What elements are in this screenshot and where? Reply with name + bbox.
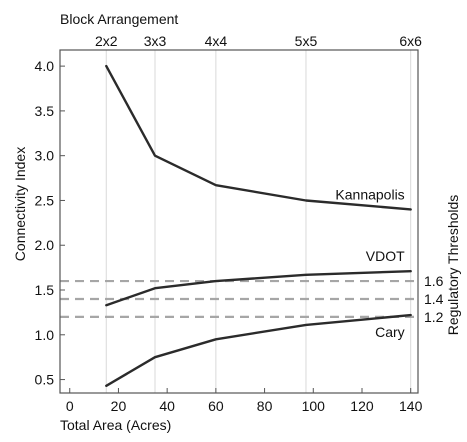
top-axis-title: Block Arrangement	[60, 11, 178, 27]
labels: 1.6 1.4 1.2 Kannapolis VDOT Cary	[335, 186, 443, 340]
series-lines	[105, 64, 412, 387]
x-tick-label: 140	[399, 398, 423, 414]
y-tick-label: 2.5	[35, 192, 55, 208]
y-tick-label: 2.0	[35, 237, 55, 253]
right-axis-title: Regulatory Thresholds	[445, 195, 461, 336]
series-line-cary	[105, 313, 412, 387]
x-tick-label: 100	[302, 398, 326, 414]
threshold-label-1.4: 1.4	[424, 291, 444, 307]
top-tick-label-2x2: 2x2	[95, 33, 118, 49]
x-tick-label: 20	[111, 398, 127, 414]
top-tick-label-5x5: 5x5	[295, 33, 318, 49]
grid	[105, 50, 412, 393]
x-tick-label: 80	[257, 398, 273, 414]
y-tick-label: 0.5	[35, 372, 55, 388]
x-tick-label: 0	[66, 398, 74, 414]
thresholds	[60, 279, 418, 318]
series-label-kannapolis: Kannapolis	[335, 186, 404, 202]
series-line-vdot	[105, 270, 412, 307]
y-tick-label: 1.5	[35, 282, 55, 298]
series-label-vdot: VDOT	[366, 248, 405, 264]
threshold-label-1.6: 1.6	[424, 273, 444, 289]
top-tick-label-6x6: 6x6	[399, 33, 422, 49]
threshold-label-1.2: 1.2	[424, 309, 444, 325]
y-axis-title: Connectivity Index	[12, 147, 28, 261]
y-tick-label: 1.0	[35, 327, 55, 343]
x-tick-label: 40	[159, 398, 175, 414]
y-tick-label: 4.0	[35, 58, 55, 74]
y-tick-label: 3.0	[35, 148, 55, 164]
top-tick-label-3x3: 3x3	[144, 33, 167, 49]
ticks: 2x2 3x3 4x4 5x5 6x6 0 20 40 60 80 100 120 140 0.5 1.0 1…	[35, 33, 423, 414]
x-tick-label: 120	[350, 398, 374, 414]
x-axis-title: Total Area (Acres)	[60, 417, 171, 433]
series-label-cary: Cary	[375, 324, 405, 340]
top-tick-label-4x4: 4x4	[205, 33, 228, 49]
x-tick-label: 60	[208, 398, 224, 414]
series-line-kannapolis	[105, 64, 412, 211]
y-tick-label: 3.5	[35, 103, 55, 119]
plot-frame	[59, 49, 419, 394]
